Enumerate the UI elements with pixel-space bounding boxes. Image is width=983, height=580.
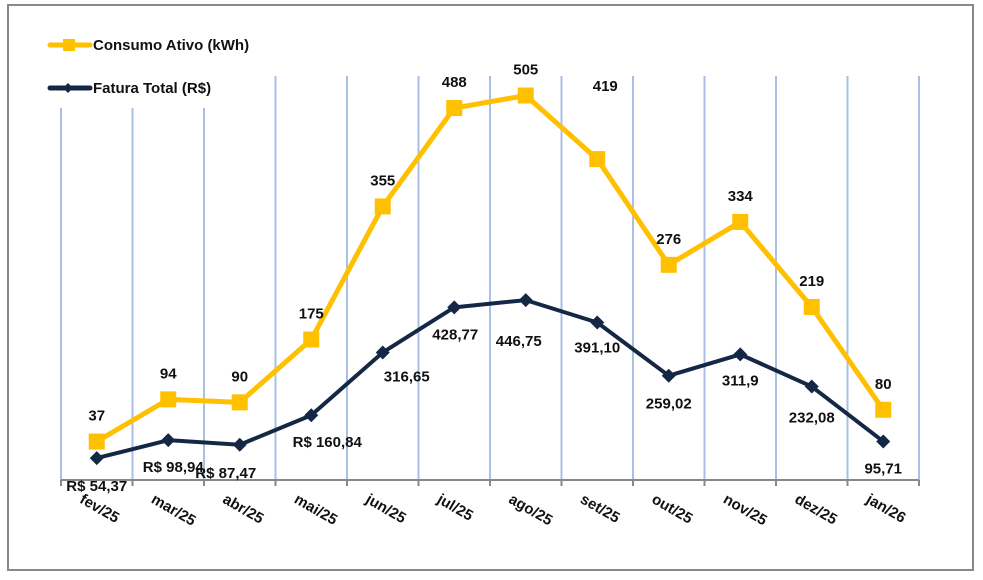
data-point-square[interactable] <box>374 198 391 215</box>
data-label: 80 <box>875 376 892 393</box>
x-tick-label: fev/25 <box>77 491 122 527</box>
x-tick-label: mar/25 <box>148 491 198 530</box>
legend-diamond-marker-icon <box>63 83 73 93</box>
data-point-square[interactable] <box>231 394 248 411</box>
x-tick-label: nov/25 <box>720 491 770 529</box>
data-point-diamond[interactable] <box>804 379 819 394</box>
data-label: R$ 160,84 <box>293 434 363 451</box>
x-tick-label: jun/25 <box>362 490 409 527</box>
series-line-consumo <box>95 92 886 444</box>
data-point-diamond[interactable] <box>876 434 891 449</box>
data-point-diamond[interactable] <box>375 345 390 360</box>
data-point-diamond[interactable] <box>232 437 247 452</box>
data-point-square[interactable] <box>160 391 177 408</box>
data-label: 94 <box>160 365 177 382</box>
data-point-square[interactable] <box>88 433 105 450</box>
data-label: 446,75 <box>496 333 542 350</box>
x-axis: fev/25 mar/25 abr/25 mai/25 jun/25 jul/25 ago/… <box>60 479 920 530</box>
data-label: R$ 54,37 <box>66 478 127 495</box>
data-point-square[interactable] <box>446 100 463 117</box>
data-label: 232,08 <box>789 410 835 427</box>
series-line-fatura <box>96 298 885 461</box>
data-point-diamond[interactable] <box>518 293 533 308</box>
data-point-diamond[interactable] <box>590 315 605 330</box>
data-label: 259,02 <box>646 396 692 413</box>
legend-square-marker-icon <box>63 39 75 51</box>
legend-label-fatura: Fatura Total (R$) <box>93 80 211 97</box>
data-point-square[interactable] <box>517 87 534 104</box>
data-label: 219 <box>799 273 824 290</box>
data-point-diamond[interactable] <box>733 347 748 362</box>
x-tick-label: out/25 <box>649 491 696 528</box>
data-label: 311,9 <box>722 372 759 389</box>
data-point-diamond[interactable] <box>447 300 462 315</box>
series-layer: 37 94 90 175 355 488 505 419 276 334 219 80 R$ 54,37… <box>66 61 902 495</box>
x-tick-label: jan/26 <box>862 490 908 526</box>
data-label: 488 <box>442 74 467 91</box>
data-point-diamond[interactable] <box>304 408 319 423</box>
x-tick-label: mai/25 <box>291 491 340 529</box>
data-point-square[interactable] <box>660 256 677 273</box>
x-tick-label: jul/25 <box>433 490 476 524</box>
legend-item-fatura[interactable]: Fatura Total (R$) <box>47 80 211 97</box>
legend-label-consumo: Consumo Ativo (kWh) <box>93 37 249 54</box>
data-point-square[interactable] <box>803 298 820 315</box>
data-point-diamond[interactable] <box>89 451 104 466</box>
data-label: 316,65 <box>384 368 430 385</box>
data-point-square[interactable] <box>875 401 892 418</box>
data-label: 428,77 <box>432 326 478 343</box>
data-label: 355 <box>370 172 395 189</box>
x-tick-label: ago/25 <box>506 491 556 529</box>
data-point-square[interactable] <box>589 151 606 168</box>
x-tick-label: set/25 <box>577 491 622 527</box>
data-label: 419 <box>593 78 618 95</box>
chart-frame <box>7 4 974 571</box>
legend-item-consumo[interactable]: Consumo Ativo (kWh) <box>47 37 249 54</box>
data-label: 505 <box>513 61 538 78</box>
data-point-diamond[interactable] <box>161 433 176 448</box>
data-point-diamond[interactable] <box>661 368 676 383</box>
data-label: R$ 98,94 <box>143 459 205 476</box>
data-label: 37 <box>88 408 105 425</box>
data-label: 90 <box>231 368 248 385</box>
data-label: R$ 87,47 <box>195 465 256 482</box>
data-label: 175 <box>299 306 324 323</box>
gridlines <box>60 76 920 480</box>
data-point-square[interactable] <box>732 213 749 230</box>
data-label: 334 <box>728 188 754 205</box>
data-label: 95,71 <box>864 460 902 477</box>
legend: Consumo Ativo (kWh) Fatura Total (R$) <box>47 37 249 97</box>
data-label: 391,10 <box>574 340 620 357</box>
x-tick-label: abr/25 <box>220 491 267 528</box>
data-point-square[interactable] <box>303 331 320 348</box>
data-label: 276 <box>656 231 681 248</box>
x-tick-label: dez/25 <box>792 491 840 529</box>
